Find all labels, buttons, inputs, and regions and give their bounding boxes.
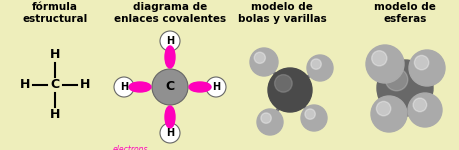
Circle shape	[386, 68, 408, 91]
Circle shape	[307, 55, 333, 81]
Text: H: H	[50, 108, 60, 122]
Circle shape	[305, 109, 315, 119]
Text: H: H	[50, 48, 60, 62]
Circle shape	[250, 48, 278, 76]
Circle shape	[414, 55, 429, 70]
Text: C: C	[165, 81, 174, 93]
Ellipse shape	[189, 82, 211, 92]
Ellipse shape	[165, 46, 175, 68]
Text: fórmula
estructural: fórmula estructural	[22, 2, 88, 24]
Circle shape	[274, 75, 292, 92]
Text: diagrama de
enlaces covalentes: diagrama de enlaces covalentes	[114, 2, 226, 24]
Circle shape	[152, 69, 188, 105]
Circle shape	[408, 93, 442, 127]
Text: C: C	[50, 78, 60, 92]
Text: modelo de
esferas: modelo de esferas	[374, 2, 436, 24]
Text: modelo de
bolas y varillas: modelo de bolas y varillas	[238, 2, 326, 24]
Circle shape	[372, 51, 387, 66]
Text: H: H	[166, 36, 174, 46]
Circle shape	[160, 31, 180, 51]
Circle shape	[366, 45, 404, 83]
Circle shape	[160, 123, 180, 143]
Circle shape	[413, 98, 427, 112]
Ellipse shape	[129, 82, 151, 92]
Circle shape	[114, 77, 134, 97]
Ellipse shape	[165, 106, 175, 128]
Circle shape	[311, 59, 321, 69]
Circle shape	[301, 105, 327, 131]
Text: H: H	[80, 78, 90, 92]
Circle shape	[206, 77, 226, 97]
Circle shape	[268, 68, 312, 112]
Text: H: H	[120, 82, 128, 92]
Circle shape	[377, 60, 433, 116]
Circle shape	[257, 109, 283, 135]
Circle shape	[376, 101, 391, 116]
Circle shape	[409, 50, 445, 86]
Text: H: H	[166, 128, 174, 138]
Circle shape	[371, 96, 407, 132]
Text: H: H	[212, 82, 220, 92]
Circle shape	[261, 113, 271, 123]
Text: electrons
shared
equally: electrons shared equally	[112, 145, 148, 150]
Text: H: H	[20, 78, 30, 92]
Circle shape	[254, 52, 265, 63]
